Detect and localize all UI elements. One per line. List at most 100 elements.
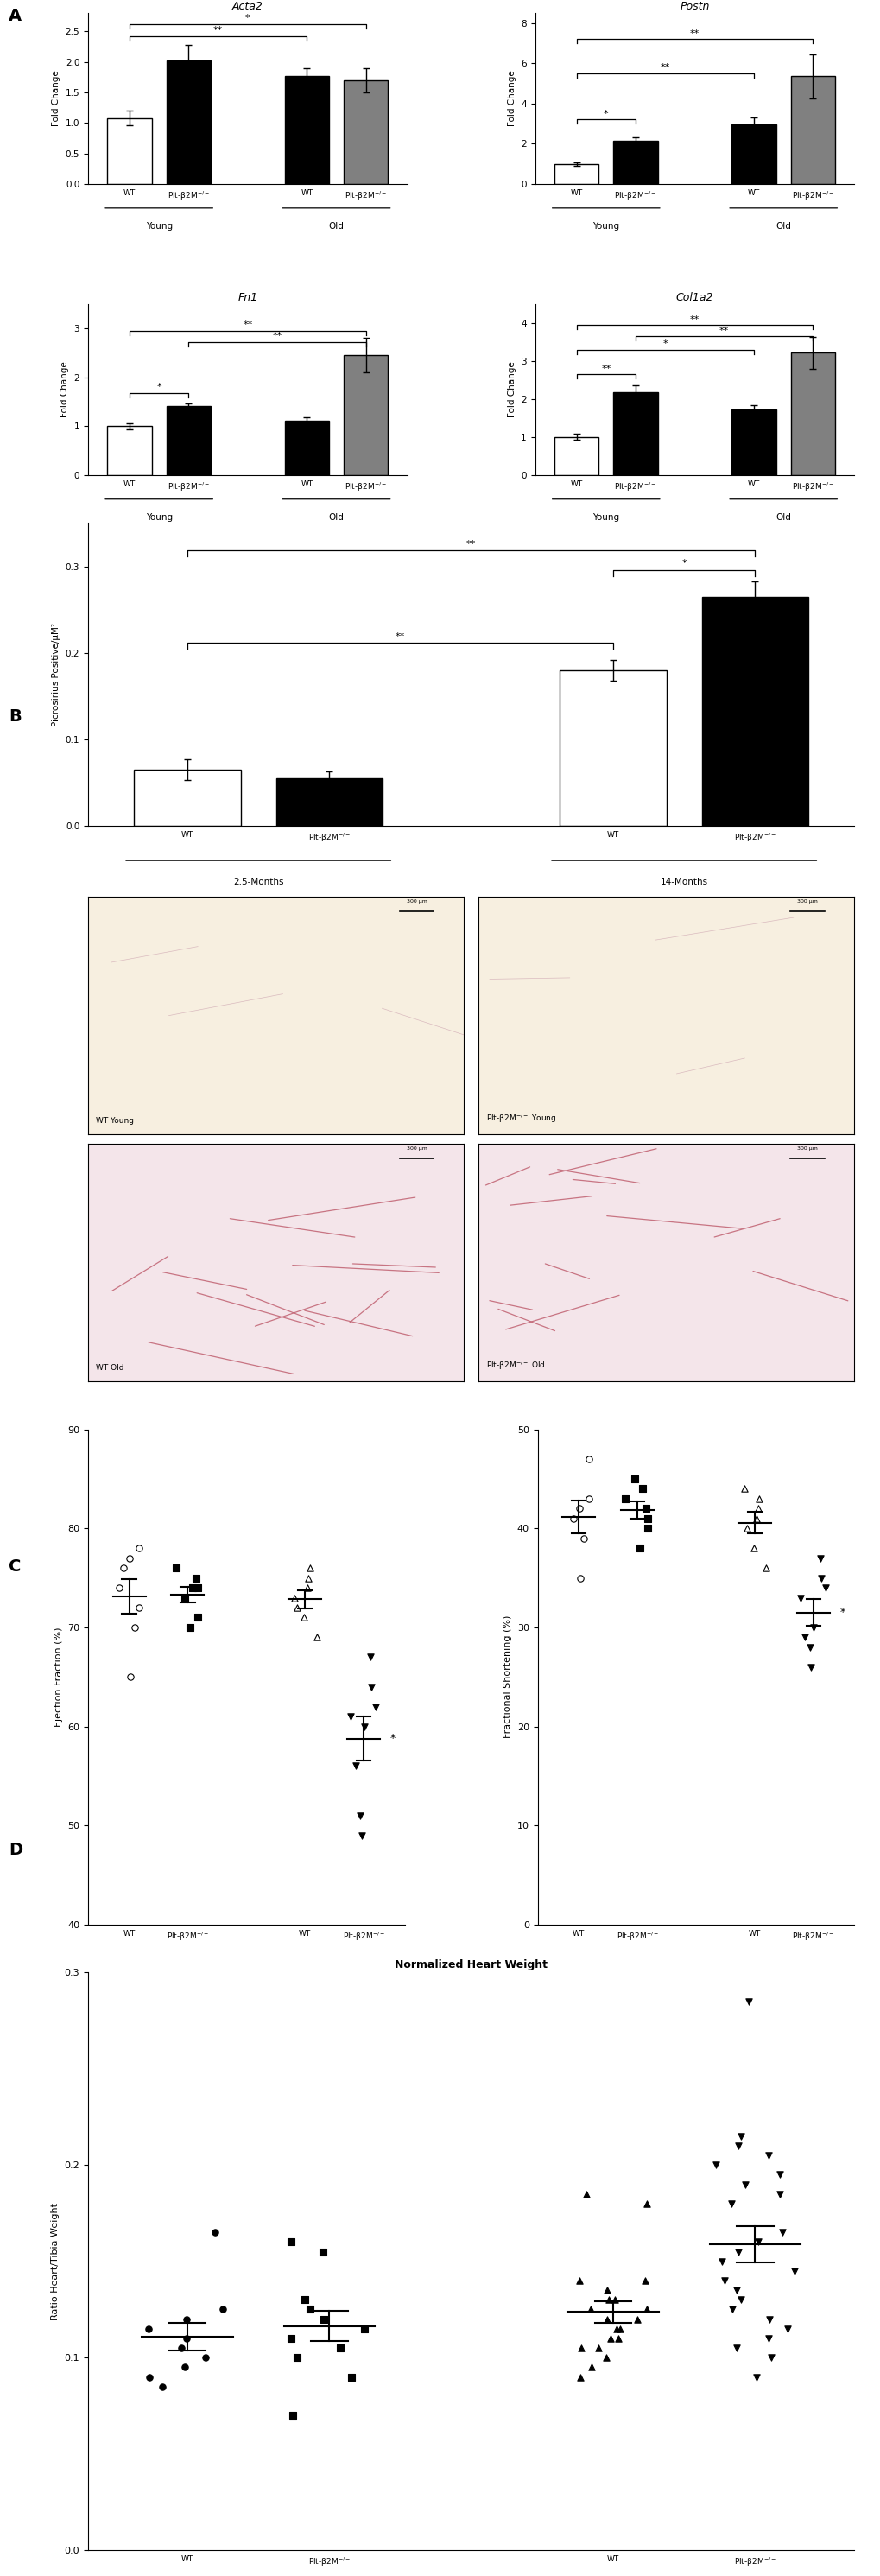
Point: [116, 1548, 130, 1589]
Point: [749, 2357, 763, 2398]
Point: [363, 1636, 377, 1677]
Point: [601, 2280, 615, 2321]
Point: [630, 2298, 644, 2339]
Text: **: **: [601, 363, 611, 374]
Y-axis label: Fold Change: Fold Change: [507, 70, 516, 126]
Text: Old: Old: [326, 2014, 341, 2022]
Point: [177, 2347, 191, 2388]
Point: [297, 2280, 312, 2321]
Text: Young: Young: [592, 222, 619, 229]
Y-axis label: Fold Change: Fold Change: [61, 361, 70, 417]
Point: [301, 1558, 315, 1600]
Y-axis label: Picrosirius Positive/μM²: Picrosirius Positive/μM²: [52, 623, 61, 726]
Point: [708, 2143, 722, 2184]
Point: [356, 1705, 370, 1747]
Point: [750, 1489, 764, 1530]
Text: 300 μm: 300 μm: [406, 899, 427, 904]
Point: [216, 2290, 230, 2331]
Text: Plt-β2M$^{-/-}$ Young: Plt-β2M$^{-/-}$ Young: [486, 1113, 556, 1126]
Bar: [166, 62, 210, 183]
Point: [142, 2357, 156, 2398]
Point: [142, 2308, 156, 2349]
Point: [364, 1667, 378, 1708]
Text: Old: Old: [328, 513, 344, 520]
Bar: [284, 75, 329, 183]
Point: [737, 1468, 751, 1510]
Point: [612, 2308, 627, 2349]
Point: [772, 2154, 786, 2195]
Point: [772, 2174, 786, 2215]
Text: **: **: [272, 332, 282, 340]
Title: Fn1: Fn1: [238, 291, 258, 304]
Point: [609, 2308, 623, 2349]
Title: Col1a2: Col1a2: [675, 291, 713, 304]
Title: Acta2: Acta2: [232, 0, 263, 13]
Point: [297, 1597, 311, 1638]
Point: [178, 1577, 192, 1618]
Point: [155, 2365, 169, 2406]
Text: B: B: [9, 708, 21, 724]
Title: Normalized Heart Weight: Normalized Heart Weight: [394, 1958, 547, 1971]
Point: [582, 1479, 596, 1520]
Text: Young: Young: [145, 513, 172, 520]
Point: [344, 1695, 358, 1736]
Text: *: *: [603, 111, 608, 118]
Point: [191, 1597, 205, 1638]
Text: Old: Old: [328, 222, 344, 229]
Point: [188, 1558, 202, 1600]
Point: [288, 1577, 302, 1618]
Bar: [554, 165, 598, 183]
Text: A: A: [9, 8, 22, 23]
Point: [122, 1538, 136, 1579]
Text: **: **: [689, 314, 699, 325]
Point: [355, 1816, 369, 1857]
Text: Young: Young: [145, 222, 172, 229]
Text: *: *: [390, 1734, 395, 1744]
Point: [638, 1489, 652, 1530]
Point: [573, 2357, 587, 2398]
Y-axis label: Fractional Shortening (%): Fractional Shortening (%): [503, 1615, 512, 1739]
Y-axis label: Ratio Heart/Tibia Weight: Ratio Heart/Tibia Weight: [51, 2202, 60, 2321]
Bar: [343, 355, 388, 474]
Bar: [790, 77, 834, 183]
Point: [729, 2269, 743, 2311]
Bar: [134, 770, 240, 827]
Point: [576, 1517, 590, 1558]
Text: *: *: [662, 340, 667, 348]
Point: [283, 2318, 297, 2360]
Text: Plt-β2M$^{-/-}$ Old: Plt-β2M$^{-/-}$ Old: [486, 1360, 545, 1373]
Point: [639, 2290, 653, 2331]
Point: [316, 2298, 330, 2339]
Point: [303, 1548, 317, 1589]
Point: [123, 1656, 137, 1698]
Point: [303, 2290, 317, 2331]
Point: [571, 2259, 585, 2300]
Point: [315, 2231, 329, 2272]
Point: [283, 2221, 297, 2262]
Text: Young: Young: [592, 513, 619, 520]
Point: [582, 1437, 596, 1479]
Point: [730, 2125, 744, 2166]
Point: [356, 2308, 370, 2349]
Point: [590, 2326, 605, 2367]
Point: [780, 2308, 794, 2349]
Text: **: **: [395, 631, 405, 641]
Bar: [731, 410, 775, 474]
Point: [813, 1558, 827, 1600]
Point: [818, 1566, 832, 1607]
Text: *: *: [839, 1607, 844, 1618]
Point: [746, 1528, 760, 1569]
Point: [759, 1548, 773, 1589]
Bar: [790, 353, 834, 474]
Point: [750, 2221, 764, 2262]
Point: [733, 2115, 747, 2156]
Point: [724, 2290, 738, 2331]
Point: [208, 2213, 222, 2254]
Point: [803, 1646, 818, 1687]
Text: 14-Months: 14-Months: [660, 878, 708, 886]
Text: Young: Young: [594, 2014, 621, 2022]
Point: [198, 2336, 212, 2378]
Point: [752, 1479, 766, 1520]
Point: [787, 2251, 801, 2293]
Point: [353, 1795, 367, 1837]
